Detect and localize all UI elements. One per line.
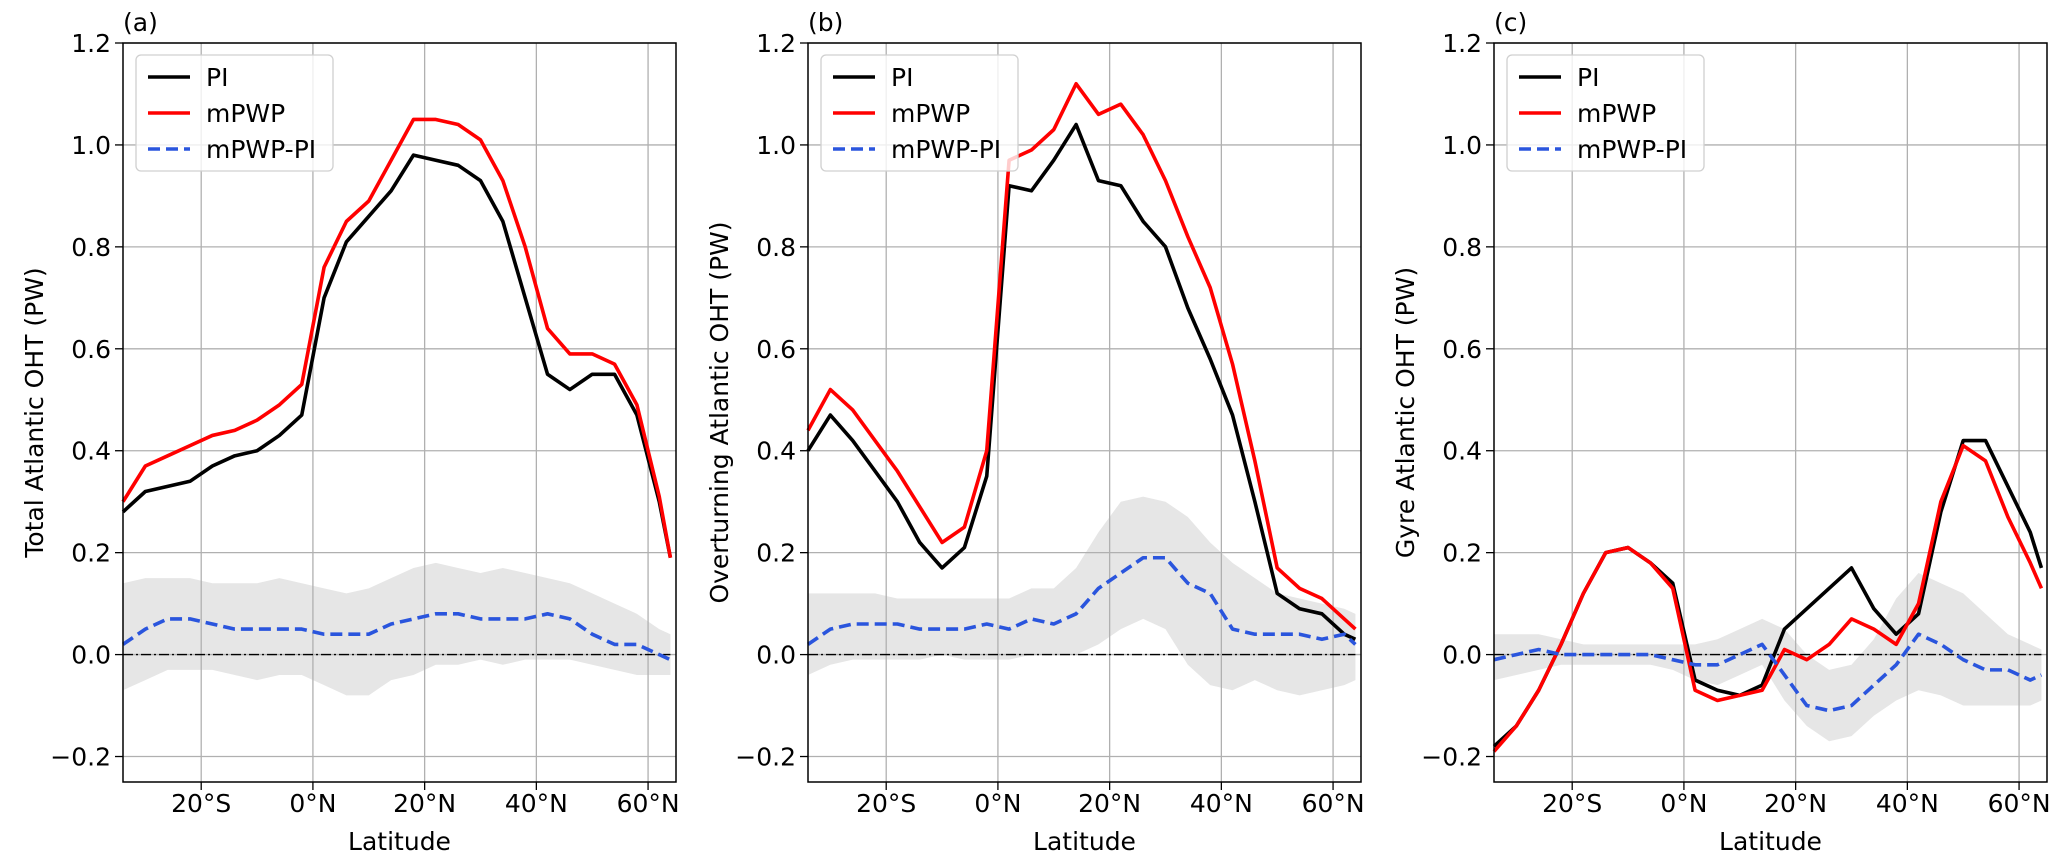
panel-title: (a): [123, 8, 158, 37]
x-tick-label: 0°N: [289, 789, 336, 818]
x-tick-label: 20°S: [856, 789, 916, 818]
legend-label: PI: [891, 63, 913, 92]
x-axis-label: Latitude: [348, 827, 451, 856]
x-tick-label: 20°S: [1542, 789, 1602, 818]
y-axis-label: Overturning Atlantic OHT (PW): [705, 221, 734, 603]
legend-box: [1506, 54, 1705, 172]
legend-label: mPWP-PI: [891, 135, 1001, 164]
y-tick-label: 0.6: [71, 335, 111, 364]
series-line: [806, 81, 1357, 631]
y-tick-label: 0.0: [71, 641, 111, 670]
legend-label: mPWP: [891, 99, 970, 128]
panel: 20°S 0°N 20°N 40°N 60°N −0.2 0.0 0.2 0.4 0.6 0.8 1.…: [20, 8, 680, 856]
series-line: [806, 122, 1357, 641]
panel: 20°S 0°N 20°N 40°N 60°N −0.2 0.0 0.2 0.4 0.6 0.8 1.…: [1391, 8, 2051, 856]
panel: 20°S 0°N 20°N 40°N 60°N −0.2 0.0 0.2 0.4 0.6 0.8 1.…: [705, 8, 1365, 856]
y-tick-label: 0.2: [1442, 539, 1482, 568]
y-tick-label: 1.2: [71, 29, 111, 58]
x-tick-label: 40°N: [505, 789, 568, 818]
y-tick-label: 0.0: [1442, 641, 1482, 670]
x-tick-label: 20°N: [393, 789, 456, 818]
y-tick-label: 0.4: [756, 437, 796, 466]
legend-label: PI: [1577, 63, 1599, 92]
y-tick-label: −0.2: [1421, 743, 1482, 772]
legend-label: mPWP: [206, 99, 285, 128]
y-tick-label: 1.0: [1442, 131, 1482, 160]
legend-box: [820, 54, 1019, 172]
series-line: [1493, 632, 2043, 713]
x-axis-label: Latitude: [1719, 827, 1822, 856]
x-tick-label: 20°S: [171, 789, 231, 818]
legend-label: PI: [206, 63, 228, 92]
legend-label: mPWP: [1577, 99, 1656, 128]
x-tick-label: 0°N: [1660, 789, 1707, 818]
y-tick-label: 0.2: [756, 539, 796, 568]
x-tick-label: 40°N: [1190, 789, 1253, 818]
series-line: [121, 612, 672, 662]
panel-title: (c): [1494, 8, 1527, 37]
y-axis-label: Gyre Atlantic OHT (PW): [1391, 267, 1420, 558]
y-tick-label: 0.8: [1442, 233, 1482, 262]
y-tick-label: −0.2: [735, 743, 796, 772]
x-tick-label: 40°N: [1876, 789, 1939, 818]
series-line: [1492, 443, 2044, 753]
x-tick-label: 20°N: [1078, 789, 1141, 818]
x-tick-label: 60°N: [617, 789, 680, 818]
spread-band: [808, 496, 1356, 696]
spread-band: [1494, 573, 2042, 742]
y-tick-label: 0.8: [756, 233, 796, 262]
y-tick-label: 0.4: [71, 437, 111, 466]
y-axis-label: Total Atlantic OHT (PW): [20, 267, 49, 558]
y-tick-label: 1.2: [1442, 29, 1482, 58]
legend-label: mPWP-PI: [206, 135, 316, 164]
x-axis-label: Latitude: [1033, 827, 1136, 856]
y-tick-label: 0.2: [71, 539, 111, 568]
y-tick-label: 1.0: [71, 131, 111, 160]
x-tick-label: 60°N: [1302, 789, 1365, 818]
y-tick-label: 0.6: [756, 335, 796, 364]
legend-box: [135, 54, 334, 172]
plot-frame: [1493, 42, 2048, 783]
x-tick-label: 0°N: [974, 789, 1021, 818]
y-tick-label: 0.0: [756, 641, 796, 670]
y-tick-label: 1.2: [756, 29, 796, 58]
spread-band: [123, 562, 671, 696]
series-line: [121, 153, 673, 559]
panel-title: (b): [808, 8, 843, 37]
plot-frame: [122, 42, 677, 783]
y-tick-label: 1.0: [756, 131, 796, 160]
plot-frame: [807, 42, 1362, 783]
x-tick-label: 20°N: [1764, 789, 1827, 818]
y-tick-label: 0.6: [1442, 335, 1482, 364]
legend-label: mPWP-PI: [1577, 135, 1687, 164]
y-tick-label: −0.2: [50, 743, 111, 772]
y-tick-label: 0.4: [1442, 437, 1482, 466]
series-line: [121, 117, 673, 559]
series-line: [806, 555, 1357, 646]
x-tick-label: 60°N: [1988, 789, 2051, 818]
y-tick-label: 0.8: [71, 233, 111, 262]
